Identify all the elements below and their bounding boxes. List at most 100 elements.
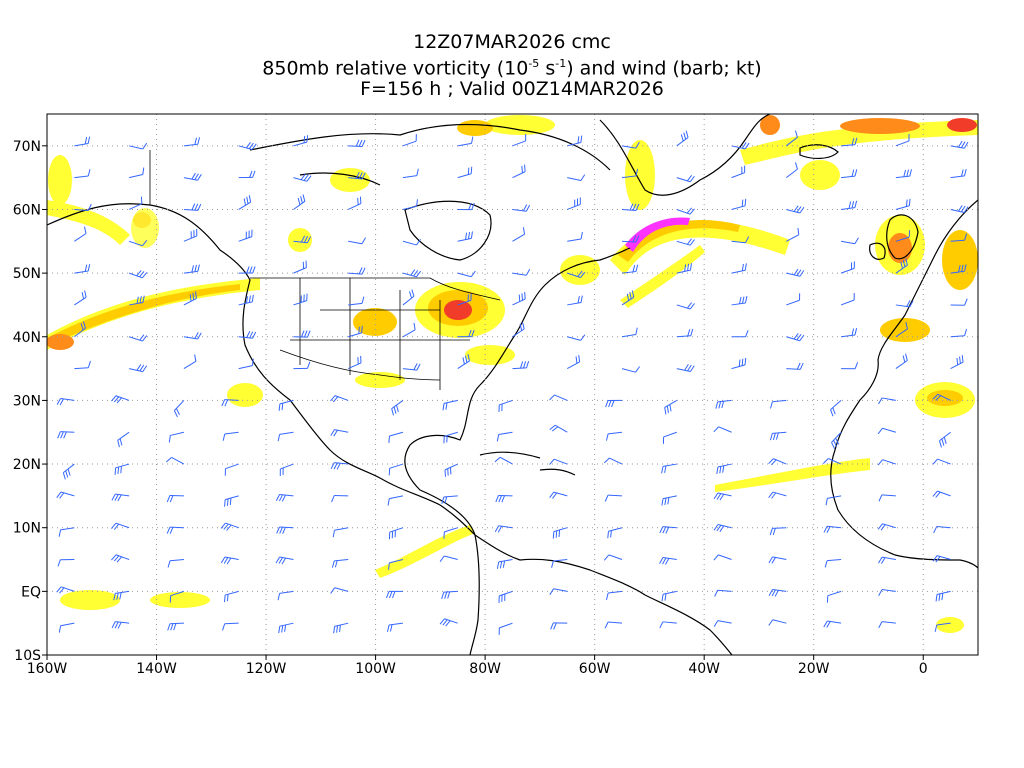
wind-barb — [238, 141, 257, 150]
vorticity-blob — [131, 208, 159, 248]
wind-barb — [714, 589, 732, 597]
wind-barb — [605, 431, 623, 441]
wind-barb — [498, 399, 513, 412]
wind-barb — [932, 458, 951, 465]
wind-barb — [402, 168, 419, 179]
wind-barb — [183, 228, 198, 242]
wind-barb — [183, 203, 202, 211]
x-tick-label: 80W — [469, 661, 501, 677]
y-tick-label: 60N — [13, 202, 41, 218]
wind-barb — [950, 140, 969, 149]
wind-barb — [878, 494, 896, 502]
wind-barb — [604, 494, 623, 502]
wind-barb — [330, 395, 349, 403]
wind-barb — [676, 263, 692, 274]
wind-barb — [457, 329, 475, 338]
wind-barb — [603, 457, 623, 465]
political-boundaries — [149, 150, 501, 390]
vorticity-band — [47, 200, 130, 245]
wind-barb — [238, 170, 256, 179]
wind-barb — [786, 333, 805, 342]
wind-barb — [841, 362, 859, 370]
wind-barb — [224, 463, 239, 476]
wind-barb — [277, 431, 294, 442]
vorticity-band — [47, 284, 240, 346]
vorticity-blob — [353, 308, 397, 336]
vorticity-band — [715, 458, 870, 492]
wind-barb — [512, 204, 531, 212]
wind-barb — [238, 331, 257, 339]
wind-barb — [567, 270, 586, 278]
wind-barb — [950, 355, 964, 370]
wind-barb — [895, 300, 914, 308]
wind-barb — [830, 400, 842, 417]
wind-barb — [183, 172, 202, 181]
wind-barb — [932, 490, 951, 498]
wind-barb — [222, 431, 239, 441]
wind-barb — [549, 424, 568, 433]
wind-barb — [895, 230, 911, 242]
wind-barb — [166, 494, 184, 503]
wind-barb — [293, 135, 309, 147]
wind-barb — [768, 556, 787, 564]
wind-barb — [495, 494, 513, 503]
wind-barb — [111, 395, 130, 404]
wind-barb — [731, 236, 750, 244]
wind-barb — [877, 459, 897, 466]
wind-barb — [934, 622, 951, 632]
wind-barb — [676, 175, 695, 183]
wind-barb — [348, 171, 366, 180]
wind-barb — [713, 426, 732, 433]
wind-barb — [932, 393, 951, 401]
vorticity-blob — [465, 345, 515, 365]
wind-barb — [950, 233, 968, 242]
wind-barb — [348, 139, 366, 148]
wind-barb — [278, 622, 294, 634]
wind-barb — [167, 622, 184, 631]
wind-barb — [238, 358, 254, 370]
wind-barb — [220, 556, 239, 565]
wind-barb — [878, 556, 896, 564]
wind-barb — [731, 165, 746, 179]
x-tick-label: 100W — [355, 661, 396, 677]
wind-barb — [224, 495, 239, 507]
map-canvas — [47, 114, 978, 655]
wind-barb — [549, 458, 568, 465]
vorticity-max — [625, 217, 690, 252]
wind-barb — [333, 622, 349, 634]
vorticity-blob — [288, 228, 312, 252]
wind-barb — [348, 267, 366, 275]
y-tick-label: 40N — [13, 330, 41, 346]
wind-barb — [74, 136, 91, 147]
wind-barb — [165, 456, 185, 465]
wind-barb — [457, 270, 476, 278]
wind-barb — [348, 296, 365, 306]
wind-barb — [293, 361, 311, 370]
wind-barb — [769, 527, 787, 536]
wind-barb — [496, 559, 513, 569]
wind-barb — [676, 238, 695, 246]
wind-barb — [58, 622, 75, 633]
wind-barb — [676, 207, 695, 215]
wind-barb — [443, 431, 458, 444]
wind-barb — [183, 137, 201, 147]
title-field-part: 850mb relative vorticity (10 — [262, 57, 529, 80]
vorticity-blob — [48, 155, 72, 205]
wind-barb — [111, 522, 130, 530]
wind-barb — [950, 169, 967, 179]
wind-barb — [621, 264, 639, 274]
wind-barb — [443, 527, 458, 539]
vorticity-blob — [457, 120, 493, 136]
wind-barb — [825, 495, 842, 506]
wind-barb — [74, 226, 87, 242]
wind-barb — [388, 463, 404, 476]
x-tick-label: 40W — [688, 661, 720, 677]
wind-barb — [661, 495, 677, 506]
wind-barb — [567, 334, 586, 341]
wind-barb — [173, 400, 185, 418]
wind-barb — [129, 295, 145, 306]
x-tick-label: 140W — [136, 661, 177, 677]
wind-barb — [222, 622, 239, 631]
wind-barb — [512, 133, 527, 147]
wind-barb — [277, 590, 294, 601]
